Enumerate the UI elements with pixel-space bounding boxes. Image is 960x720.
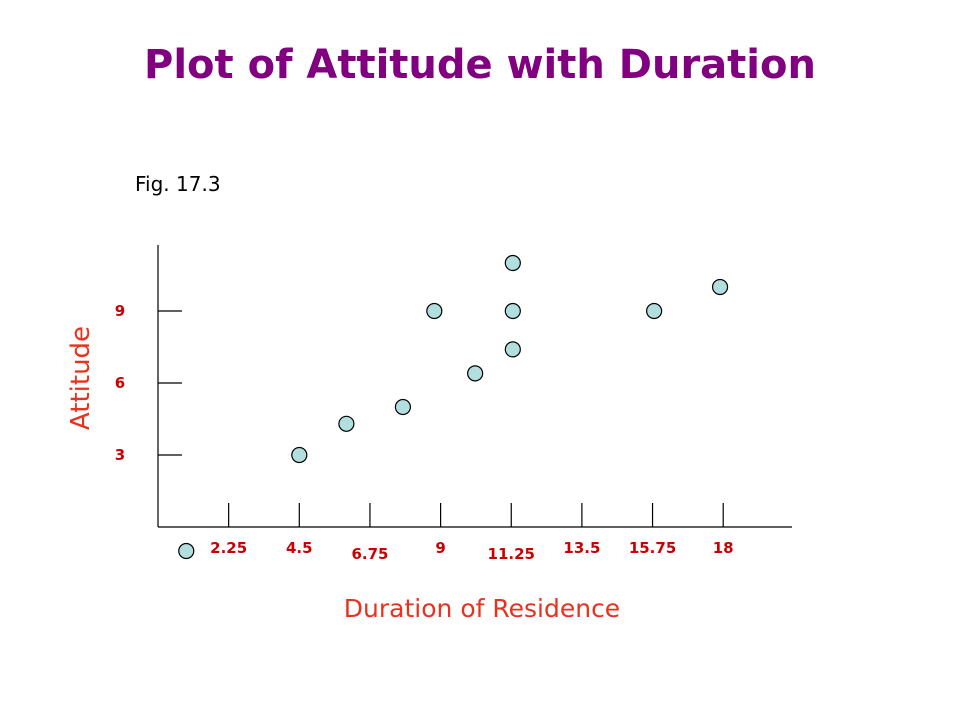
data-point bbox=[711, 278, 729, 296]
axes bbox=[157, 245, 792, 528]
data-point bbox=[178, 542, 195, 560]
y-tick-label: 3 bbox=[115, 446, 125, 464]
x-tick-label: 4.5 bbox=[286, 539, 313, 557]
x-axis-label: Duration of Residence bbox=[343, 594, 621, 623]
data-point bbox=[291, 446, 308, 464]
x-tick-label: 11.25 bbox=[488, 545, 535, 563]
x-tick-label: 15.75 bbox=[629, 539, 676, 557]
chart-title: Plot of Attitude with Duration bbox=[144, 42, 816, 88]
figure-label: Fig. 17.3 bbox=[135, 172, 221, 196]
data-point bbox=[504, 302, 521, 320]
data-point bbox=[394, 398, 412, 416]
data-points bbox=[178, 254, 729, 560]
y-tick-label: 6 bbox=[115, 374, 125, 392]
data-point bbox=[338, 415, 355, 432]
y-tick-label: 9 bbox=[115, 302, 125, 320]
data-point bbox=[504, 341, 521, 358]
x-tick-label: 9 bbox=[435, 539, 445, 557]
ticks bbox=[158, 310, 724, 527]
x-tick-label: 6.75 bbox=[351, 545, 388, 563]
tick-labels: 2.25 4.5 6.75 9 11.25 13.5 15.75 18 3 6 9 bbox=[115, 302, 734, 563]
x-tick-label: 2.25 bbox=[210, 539, 247, 557]
x-tick-label: 18 bbox=[713, 539, 734, 557]
data-point bbox=[646, 302, 663, 320]
data-point bbox=[467, 365, 484, 382]
data-point bbox=[426, 302, 443, 320]
data-point bbox=[504, 254, 521, 272]
x-tick-label: 13.5 bbox=[563, 539, 600, 557]
